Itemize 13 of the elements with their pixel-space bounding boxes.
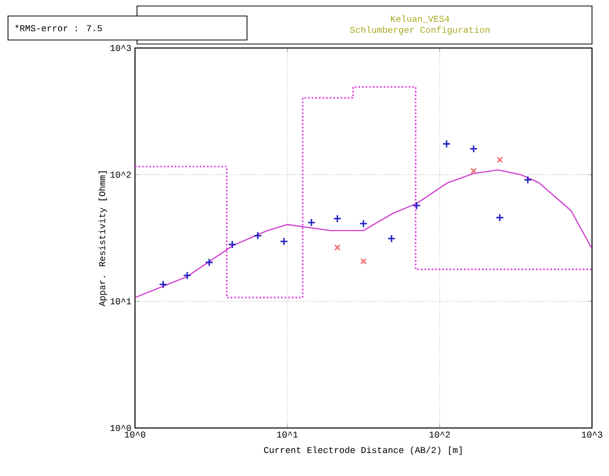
x-axis-title: Current Electrode Distance (AB/2) [m]	[264, 446, 462, 455]
y-tick-label: 10^0	[110, 424, 131, 432]
y-axis-title: Appar. Resistivity [Ohmm]	[98, 171, 107, 306]
x-tick-label: 10^3	[582, 432, 602, 438]
y-tick-label: 10^2	[110, 172, 131, 178]
x-tick-label: 10^0	[124, 432, 146, 438]
chart-title: Keluan_VES4	[391, 15, 450, 23]
chart-subtitle: Schlumberger Configuration	[350, 26, 490, 35]
x-tick-label: 10^2	[430, 432, 450, 438]
y-tick-label: 10^1	[110, 298, 132, 304]
x-tick-label: 10^1	[277, 432, 298, 438]
text: *RMS-error : 7.5	[15, 24, 102, 32]
y-tick-label: 10^3	[110, 44, 131, 52]
